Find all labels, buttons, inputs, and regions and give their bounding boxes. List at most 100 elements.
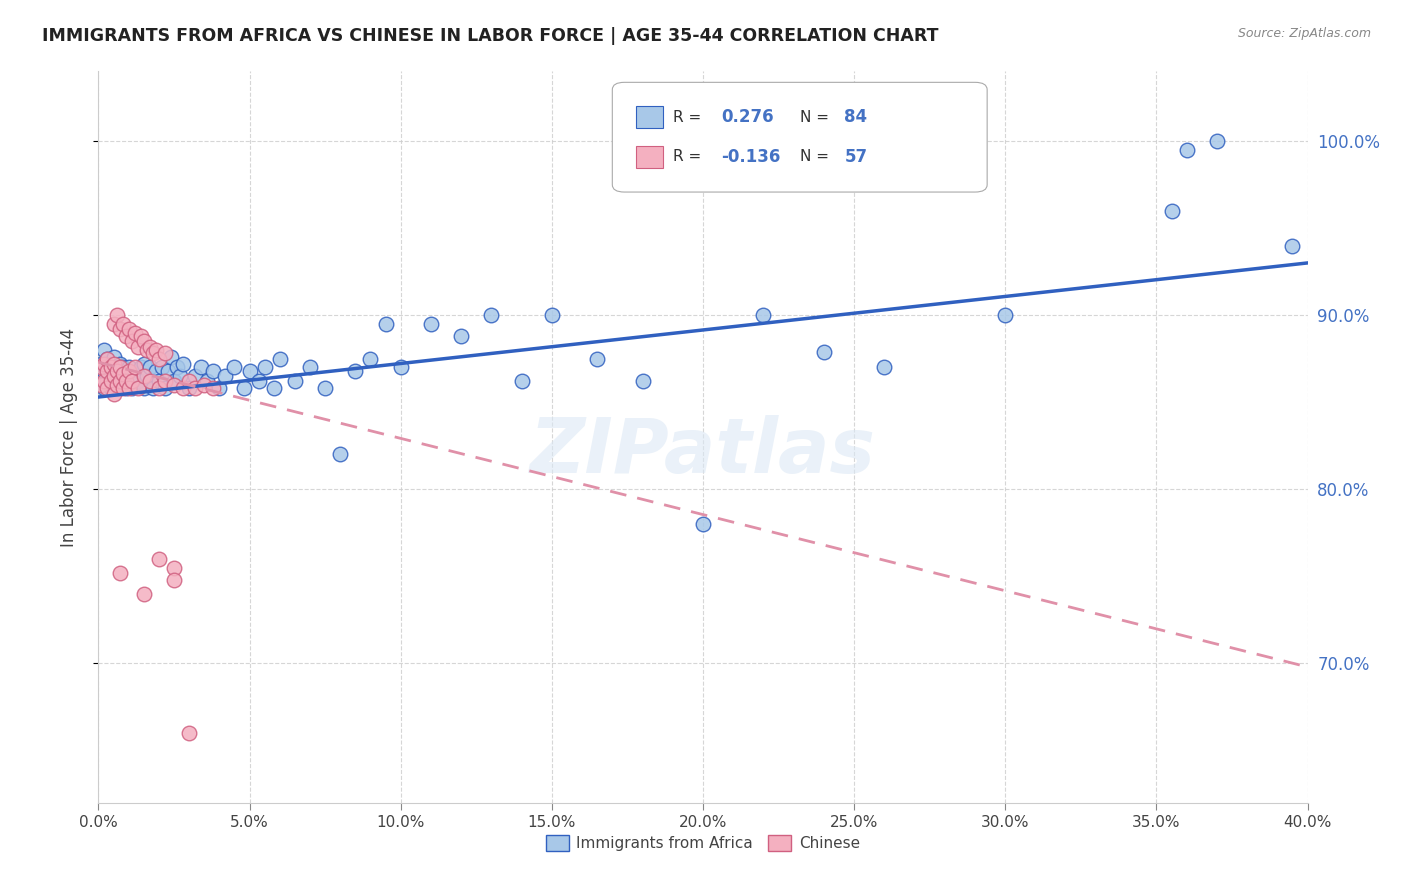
Point (103, 350, 125, 364)
Point (145, 343, 167, 357)
Point (103, 364, 125, 378)
Point (111, 317, 134, 331)
Point (105, 364, 128, 378)
Point (111, 368, 134, 382)
Point (139, 360, 162, 375)
Point (114, 364, 136, 378)
Point (108, 322, 131, 336)
Point (179, 375, 201, 389)
Legend: Immigrants from Africa, Chinese: Immigrants from Africa, Chinese (540, 830, 866, 857)
Point (389, 360, 412, 375)
Point (314, 381, 336, 395)
Point (129, 360, 152, 375)
Point (1160, 203, 1182, 218)
Point (100, 375, 122, 389)
Point (208, 381, 231, 395)
Point (135, 369, 157, 384)
Point (949, 155, 972, 169)
Point (118, 364, 141, 378)
Text: 0.276: 0.276 (721, 109, 773, 127)
Point (190, 360, 212, 375)
Point (374, 317, 396, 331)
Point (420, 317, 443, 331)
Point (1175, 143, 1198, 157)
Point (873, 360, 896, 375)
Point (118, 360, 141, 375)
Point (214, 369, 236, 384)
Point (132, 369, 155, 384)
Point (150, 360, 173, 375)
Point (148, 375, 170, 389)
Point (121, 381, 143, 395)
Point (103, 357, 125, 371)
Point (93, 357, 115, 371)
Point (127, 375, 149, 389)
Point (111, 360, 134, 375)
Point (96, 381, 118, 395)
FancyBboxPatch shape (613, 82, 987, 192)
Text: N =: N = (800, 150, 834, 164)
Text: R =: R = (672, 150, 706, 164)
Point (284, 375, 307, 389)
Point (148, 381, 170, 395)
Point (510, 375, 533, 389)
Point (118, 381, 141, 395)
Point (90, 377, 112, 392)
Point (163, 375, 186, 389)
Point (145, 364, 167, 378)
Point (450, 329, 472, 343)
Point (132, 381, 155, 395)
Point (105, 381, 128, 395)
Point (103, 377, 125, 392)
Point (105, 360, 128, 375)
Point (96, 360, 118, 375)
Point (100, 369, 122, 384)
Point (184, 381, 207, 395)
Point (269, 351, 291, 366)
Point (179, 381, 201, 395)
Point (360, 351, 382, 366)
Point (148, 351, 170, 366)
Point (172, 381, 194, 395)
Point (163, 377, 186, 392)
Point (93, 364, 115, 378)
Point (232, 381, 254, 395)
Point (124, 360, 146, 375)
Point (247, 375, 270, 389)
Point (127, 339, 149, 353)
Point (184, 369, 207, 384)
Point (481, 308, 503, 322)
Point (96, 364, 118, 378)
Point (1281, 238, 1303, 252)
Point (96, 375, 118, 389)
Point (114, 329, 136, 343)
Point (263, 381, 285, 395)
Point (586, 351, 609, 366)
Point (108, 360, 131, 375)
Point (299, 360, 322, 375)
Point (100, 381, 122, 395)
Point (105, 375, 128, 389)
Point (124, 369, 146, 384)
Point (1206, 134, 1229, 148)
Bar (637, 106, 664, 128)
Point (631, 375, 654, 389)
Point (135, 343, 157, 357)
Point (90, 357, 112, 371)
Point (103, 317, 125, 331)
Point (156, 364, 179, 378)
Text: ZIPatlas: ZIPatlas (530, 415, 876, 489)
Point (108, 566, 131, 580)
Point (994, 308, 1017, 322)
Text: 57: 57 (845, 148, 868, 166)
Point (96, 351, 118, 366)
Text: R =: R = (672, 110, 706, 125)
Text: 84: 84 (845, 109, 868, 127)
Point (813, 344, 835, 359)
Point (127, 381, 149, 395)
Point (202, 381, 225, 395)
Point (121, 334, 143, 349)
Point (540, 308, 562, 322)
Point (100, 357, 122, 371)
Point (108, 369, 131, 384)
